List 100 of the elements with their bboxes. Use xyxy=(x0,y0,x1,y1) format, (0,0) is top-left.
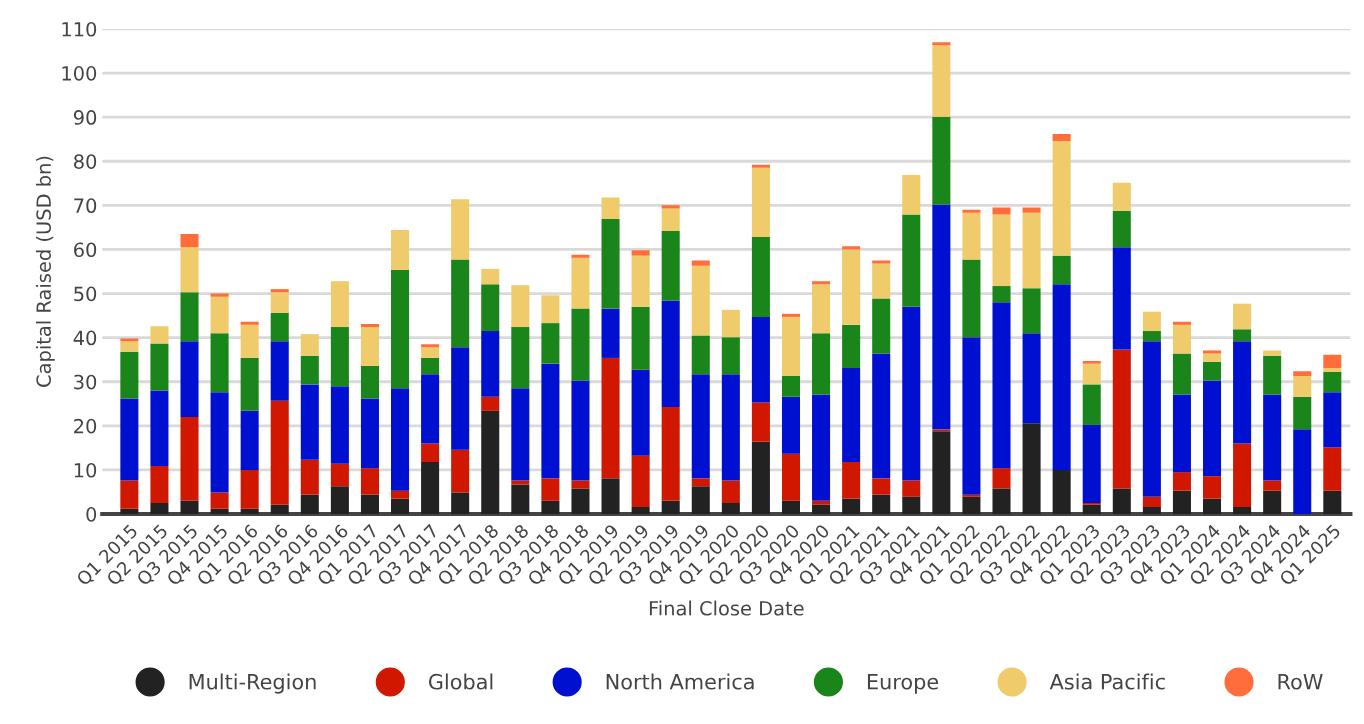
bar xyxy=(541,500,560,515)
bar xyxy=(962,212,981,260)
y-tick-label: 40 xyxy=(73,330,97,346)
bar xyxy=(661,300,680,407)
bar xyxy=(120,508,139,515)
bar xyxy=(691,335,710,375)
bar xyxy=(1112,210,1131,248)
bar xyxy=(781,316,801,377)
bar xyxy=(481,410,500,515)
bar xyxy=(1022,333,1041,424)
y-tick-label: 10 xyxy=(74,462,97,478)
bar xyxy=(872,263,891,299)
bar xyxy=(270,312,289,342)
bar xyxy=(1022,423,1041,515)
bar xyxy=(481,268,500,285)
bar xyxy=(421,374,440,444)
bar xyxy=(210,492,229,509)
bar xyxy=(781,396,801,454)
bar xyxy=(781,500,801,515)
bar xyxy=(1082,363,1101,385)
bar xyxy=(391,490,410,499)
bar xyxy=(1233,443,1252,507)
bar xyxy=(1022,288,1041,334)
bar xyxy=(1112,247,1131,350)
bar xyxy=(751,167,770,238)
bar xyxy=(631,369,650,456)
bar xyxy=(661,205,680,209)
bar xyxy=(1172,324,1191,354)
bar xyxy=(902,480,921,497)
bar xyxy=(902,306,921,481)
bar xyxy=(842,249,861,325)
bar xyxy=(631,250,650,256)
bar xyxy=(210,333,229,393)
bar xyxy=(421,462,440,515)
bar xyxy=(601,357,620,479)
bar xyxy=(781,376,801,397)
bar xyxy=(932,116,951,205)
bar xyxy=(210,392,229,493)
bar xyxy=(300,355,319,385)
bar xyxy=(661,230,680,301)
bar xyxy=(1323,447,1342,491)
bar xyxy=(962,259,981,338)
bar xyxy=(571,257,590,309)
bar xyxy=(541,295,560,324)
bar xyxy=(962,337,981,495)
bar xyxy=(1233,329,1252,342)
bar xyxy=(270,341,289,401)
bar xyxy=(180,341,199,418)
bar xyxy=(1293,371,1312,377)
bar xyxy=(240,469,259,509)
bar xyxy=(812,333,831,395)
bar xyxy=(1052,133,1071,141)
bar xyxy=(1203,361,1222,381)
bar xyxy=(541,363,560,479)
bar xyxy=(1082,361,1101,364)
bar xyxy=(601,308,620,358)
bar xyxy=(571,308,590,381)
bar xyxy=(511,484,530,515)
bar xyxy=(1142,311,1161,332)
bar xyxy=(962,209,981,213)
bar xyxy=(932,42,951,46)
bar xyxy=(270,289,289,293)
bar xyxy=(391,269,410,389)
bar xyxy=(240,324,259,358)
bar xyxy=(1203,353,1222,362)
bar xyxy=(721,503,740,515)
bar xyxy=(1172,394,1191,473)
bar xyxy=(150,465,169,504)
bar xyxy=(240,508,259,515)
bar xyxy=(1172,490,1191,515)
bar xyxy=(661,406,680,501)
bar xyxy=(902,174,921,215)
bar xyxy=(1142,341,1161,497)
bar xyxy=(180,292,199,342)
bar xyxy=(842,246,861,250)
bar xyxy=(721,480,740,504)
bar xyxy=(1142,331,1161,342)
bar xyxy=(1112,182,1131,211)
bar xyxy=(812,394,831,501)
bar xyxy=(872,494,891,515)
bar xyxy=(962,496,981,515)
bar xyxy=(571,254,590,258)
bar xyxy=(150,390,169,466)
bar xyxy=(992,468,1011,489)
y-tick-label: 110 xyxy=(62,21,97,37)
bar xyxy=(421,443,440,462)
legend-label: Asia Pacific xyxy=(1049,673,1165,690)
bar xyxy=(1263,350,1282,356)
bar xyxy=(451,347,470,450)
bar xyxy=(210,508,229,515)
bar xyxy=(631,255,650,307)
bar xyxy=(751,237,770,317)
bar xyxy=(872,353,891,479)
bar xyxy=(721,337,740,375)
bar xyxy=(1052,255,1071,285)
bar xyxy=(120,351,139,399)
bar xyxy=(932,45,951,117)
bar xyxy=(1293,429,1312,515)
bar xyxy=(872,478,891,495)
bar xyxy=(541,323,560,364)
